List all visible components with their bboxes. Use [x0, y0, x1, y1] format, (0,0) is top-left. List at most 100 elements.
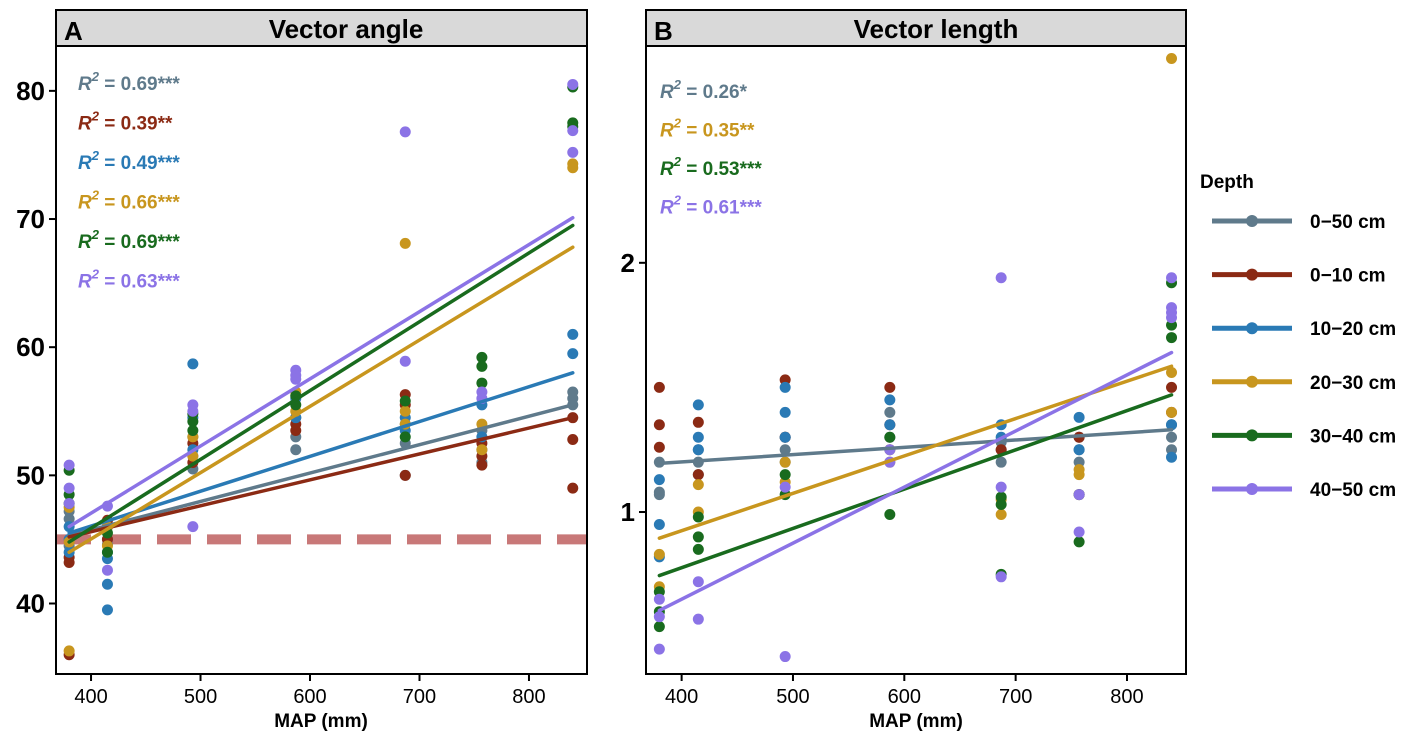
panel-a-xlabel: MAP (mm)	[274, 711, 368, 732]
r2-annotation: R2 = 0.69***	[78, 69, 180, 95]
x-tick-label: 700	[403, 686, 436, 708]
data-point	[884, 381, 896, 393]
data-point	[653, 489, 665, 501]
x-tick-label: 700	[999, 686, 1032, 708]
data-point	[692, 511, 704, 523]
fit-line	[657, 393, 1174, 578]
data-point	[399, 355, 411, 367]
legend-label: 20−30 cm	[1310, 373, 1396, 394]
legend-label: 40−50 cm	[1310, 480, 1396, 501]
data-point	[567, 125, 579, 137]
panel-b-xlabel: MAP (mm)	[869, 711, 963, 732]
y-tick-label: 50	[16, 460, 45, 490]
data-point	[63, 513, 75, 525]
legend-marker	[1246, 429, 1258, 442]
data-point	[692, 469, 704, 481]
legend-title: Depth	[1200, 172, 1254, 193]
r2-label: R	[78, 114, 92, 135]
data-point	[779, 456, 791, 468]
r2-value: = 0.69***	[99, 74, 180, 95]
r2-superscript: 2	[91, 69, 100, 84]
r2-superscript: 2	[673, 77, 682, 92]
data-point	[779, 651, 791, 663]
data-point	[995, 509, 1007, 521]
fit-line	[67, 415, 575, 539]
r2-value: = 0.53***	[681, 159, 762, 180]
panel-b-border	[645, 45, 1187, 675]
legend-items: 0−50 cm 0−10 cm 10−20 cm 20−30 cm 30−40 cm 40…	[1212, 212, 1396, 501]
data-point	[187, 521, 199, 533]
r2-superscript: 2	[91, 267, 100, 282]
data-point	[1073, 469, 1085, 481]
r2-label: R	[660, 121, 674, 142]
legend-label: 0−10 cm	[1310, 266, 1386, 287]
x-tick-label: 500	[776, 686, 809, 708]
r2-value: = 0.39**	[99, 114, 173, 135]
r2-label: R	[78, 193, 92, 214]
r2-value: = 0.26*	[681, 82, 748, 103]
data-point	[1166, 406, 1178, 418]
x-tick-label: 800	[1110, 686, 1143, 708]
r2-label: R	[660, 198, 674, 219]
data-point	[476, 377, 488, 389]
r2-superscript: 2	[91, 148, 100, 163]
panel-a-title: Vector angle	[269, 14, 424, 44]
panel-b-title: Vector length	[854, 14, 1019, 44]
data-point	[567, 433, 579, 445]
r2-label: R	[78, 153, 92, 174]
r2-value: = 0.49***	[99, 153, 180, 174]
data-point	[779, 469, 791, 481]
data-point	[187, 405, 199, 417]
data-point	[653, 381, 665, 393]
r2-value: = 0.69***	[99, 232, 180, 253]
r2-superscript: 2	[673, 116, 682, 131]
r2-label: R	[78, 74, 92, 95]
fit-line	[657, 350, 1174, 613]
r2-label: R	[78, 272, 92, 293]
legend: Depth 0−50 cm 0−10 cm 10−20 cm 20−30 cm 30−4…	[1200, 172, 1396, 501]
data-point	[567, 146, 579, 158]
panel-a-letter: A	[64, 16, 83, 46]
data-point	[692, 444, 704, 456]
data-point	[476, 459, 488, 471]
data-point	[399, 405, 411, 417]
data-point	[1073, 489, 1085, 501]
data-point	[290, 373, 302, 385]
x-tick-label: 600	[888, 686, 921, 708]
data-point	[63, 482, 75, 494]
r2-superscript: 2	[91, 188, 100, 203]
data-point	[63, 645, 75, 657]
data-point	[399, 395, 411, 407]
r2-value: = 0.35**	[681, 121, 755, 142]
r2-annotation: R2 = 0.66***	[78, 188, 180, 214]
data-point	[779, 406, 791, 418]
data-point	[1166, 272, 1178, 284]
data-point	[1166, 451, 1178, 463]
fit-line	[67, 371, 575, 535]
data-point	[653, 593, 665, 605]
y-tick-label: 40	[16, 589, 45, 619]
r2-superscript: 2	[673, 193, 682, 208]
data-point	[653, 518, 665, 530]
data-point	[995, 571, 1007, 583]
data-point	[63, 498, 75, 510]
data-point	[692, 431, 704, 443]
data-point	[567, 482, 579, 494]
data-point	[653, 441, 665, 453]
r2-annotation: R2 = 0.35**	[660, 116, 755, 142]
fit-line	[657, 428, 1174, 466]
fit-line	[67, 223, 575, 544]
x-tick-label: 400	[74, 686, 107, 708]
data-point	[187, 358, 199, 370]
data-point	[779, 381, 791, 393]
r2-annotation: R2 = 0.69***	[78, 227, 180, 253]
x-tick-label: 600	[293, 686, 326, 708]
data-point	[884, 419, 896, 431]
data-point	[567, 392, 579, 404]
r2-label: R	[660, 82, 674, 103]
data-point	[1073, 444, 1085, 456]
y-tick-label: 60	[16, 332, 45, 362]
data-point	[779, 444, 791, 456]
